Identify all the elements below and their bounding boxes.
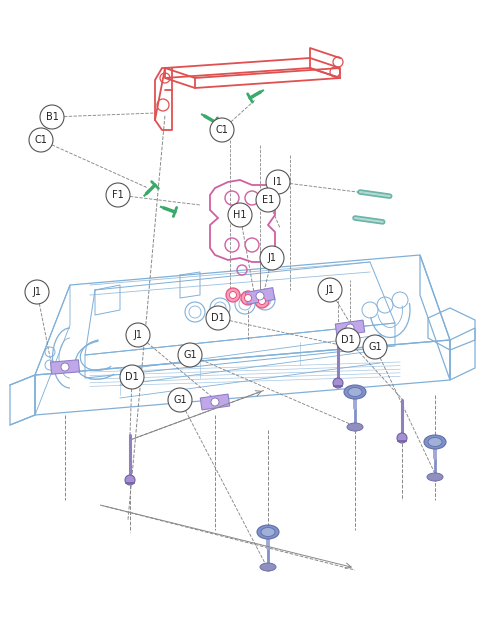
Text: C1: C1 [34, 135, 48, 145]
Circle shape [260, 246, 284, 270]
Circle shape [25, 280, 49, 304]
Circle shape [168, 388, 192, 412]
Ellipse shape [428, 437, 442, 446]
Polygon shape [336, 320, 364, 336]
Circle shape [255, 294, 269, 308]
Text: H1: H1 [233, 210, 247, 220]
Circle shape [228, 203, 252, 227]
Text: D1: D1 [211, 313, 225, 323]
Circle shape [206, 306, 230, 330]
Polygon shape [245, 287, 275, 304]
Circle shape [256, 188, 280, 212]
Circle shape [120, 365, 144, 389]
Circle shape [126, 323, 150, 347]
Circle shape [256, 292, 264, 300]
Text: J1: J1 [326, 285, 334, 295]
Text: D1: D1 [341, 335, 355, 345]
Circle shape [226, 288, 240, 302]
Circle shape [178, 343, 202, 367]
Ellipse shape [260, 563, 276, 571]
Text: J1: J1 [32, 287, 42, 297]
Circle shape [40, 105, 64, 129]
Circle shape [211, 398, 219, 406]
Text: J1: J1 [268, 253, 276, 263]
Text: J1: J1 [134, 330, 142, 340]
Circle shape [61, 363, 69, 371]
Text: E1: E1 [262, 195, 274, 205]
Circle shape [318, 278, 342, 302]
Text: C1: C1 [216, 125, 228, 135]
Circle shape [230, 292, 236, 299]
Circle shape [125, 475, 135, 485]
Ellipse shape [424, 435, 446, 449]
Circle shape [210, 118, 234, 142]
Ellipse shape [427, 473, 443, 481]
Text: G1: G1 [368, 342, 382, 352]
Text: D1: D1 [125, 372, 139, 382]
Circle shape [258, 298, 266, 304]
Circle shape [363, 335, 387, 359]
Circle shape [29, 128, 53, 152]
Circle shape [336, 328, 360, 352]
Circle shape [244, 294, 252, 301]
Ellipse shape [348, 387, 362, 396]
Text: I1: I1 [274, 177, 282, 187]
Text: F1: F1 [112, 190, 124, 200]
Circle shape [241, 291, 255, 305]
Text: G1: G1 [173, 395, 187, 405]
Circle shape [333, 378, 343, 388]
Circle shape [346, 324, 354, 332]
Ellipse shape [344, 385, 366, 399]
Polygon shape [50, 360, 80, 374]
Ellipse shape [257, 525, 279, 539]
Text: B1: B1 [46, 112, 59, 122]
Ellipse shape [347, 423, 363, 431]
Circle shape [106, 183, 130, 207]
Circle shape [266, 170, 290, 194]
Ellipse shape [261, 527, 275, 537]
Polygon shape [200, 394, 230, 410]
Circle shape [397, 433, 407, 443]
Text: G1: G1 [183, 350, 197, 360]
